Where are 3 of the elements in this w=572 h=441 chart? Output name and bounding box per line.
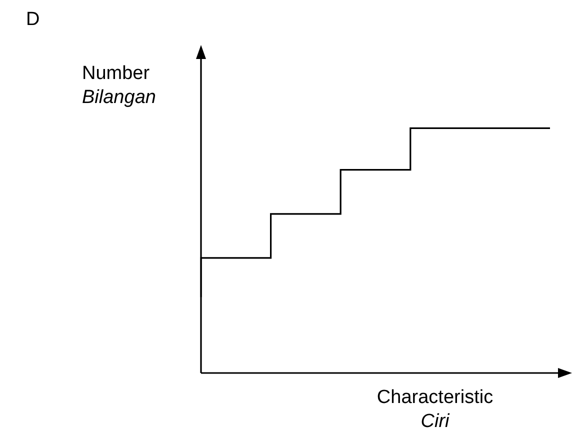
text: D: [26, 8, 40, 32]
y-axis-title: Number Bilangan: [82, 62, 156, 110]
x-axis-title: Characteristic Ciri: [376, 386, 494, 434]
